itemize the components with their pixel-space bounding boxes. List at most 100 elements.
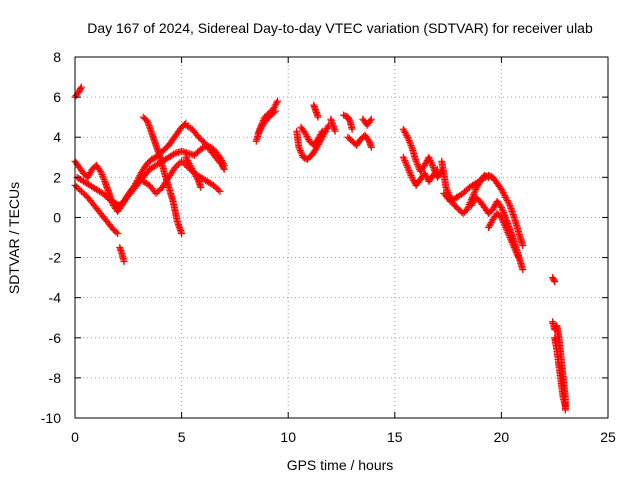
data-point [367, 115, 375, 123]
data-point [210, 181, 218, 189]
data-point [503, 227, 511, 235]
data-point [117, 200, 125, 208]
data-point [73, 183, 81, 191]
data-point [406, 138, 414, 146]
data-point [399, 153, 407, 161]
data-point [304, 134, 312, 142]
data-point [115, 202, 123, 210]
data-point [112, 228, 120, 236]
data-point [429, 163, 437, 171]
x-tick-label: 20 [494, 429, 510, 445]
data-point [254, 129, 262, 137]
data-point [85, 170, 93, 178]
data-point [404, 165, 412, 173]
data-point [76, 186, 84, 194]
data-point [97, 169, 105, 177]
data-point [509, 240, 517, 248]
data-point [364, 136, 372, 144]
data-point [178, 229, 186, 237]
data-point [468, 200, 476, 208]
data-point [186, 161, 194, 169]
data-point [497, 185, 505, 193]
data-point [183, 155, 191, 163]
data-point [97, 167, 105, 175]
plot-frame [74, 56, 609, 419]
data-point [216, 187, 224, 195]
data-point [187, 163, 195, 171]
data-point [348, 125, 356, 133]
data-point [314, 135, 322, 143]
data-point [152, 189, 160, 197]
data-point [485, 223, 493, 231]
data-point [154, 188, 162, 196]
y-tick-label: -4 [49, 290, 62, 306]
data-point [490, 204, 498, 212]
data-point [256, 126, 264, 134]
y-tick-label: 2 [53, 169, 61, 185]
data-point [297, 148, 305, 156]
data-point [317, 130, 325, 138]
data-point [314, 113, 322, 121]
data-point [179, 159, 187, 167]
data-point [463, 205, 471, 213]
data-point [192, 173, 200, 181]
data-point [505, 200, 513, 208]
y-axis-label: SDTVAR / TECUs [6, 182, 22, 294]
data-point [100, 191, 108, 199]
grid-lines [75, 57, 608, 418]
data-point [213, 184, 221, 192]
data-point [178, 157, 186, 165]
data-point [322, 126, 330, 134]
data-point [220, 165, 228, 173]
data-point [296, 145, 304, 153]
y-tick-label: 8 [53, 49, 61, 65]
data-point [519, 266, 527, 274]
y-tick-label: 0 [53, 209, 61, 225]
data-point [406, 168, 414, 176]
data-point [486, 220, 494, 228]
data-point [367, 143, 375, 151]
data-point [120, 258, 128, 266]
data-point [428, 160, 436, 168]
data-point [170, 150, 178, 158]
x-tick-label: 5 [178, 429, 186, 445]
data-point [274, 97, 282, 105]
data-point [511, 245, 519, 253]
data-point [79, 189, 87, 197]
data-point [519, 242, 527, 250]
data-point [401, 157, 409, 165]
data-point [500, 190, 508, 198]
data-point [402, 160, 410, 168]
data-point [422, 160, 430, 168]
data-point [110, 198, 118, 206]
data-point [114, 229, 122, 237]
data-point [114, 203, 122, 211]
data-point [498, 215, 506, 223]
y-tick-label: -8 [49, 370, 62, 386]
data-point [316, 132, 324, 140]
data-point [504, 198, 512, 206]
data-point [399, 125, 407, 133]
data-point [272, 100, 280, 108]
data-point [442, 183, 450, 191]
data-point [503, 195, 511, 203]
data-point [194, 176, 202, 184]
data-point [403, 162, 411, 170]
data-point [193, 174, 201, 182]
data-point [507, 235, 515, 243]
data-point [189, 166, 197, 174]
data-point [461, 188, 469, 196]
data-point [432, 167, 440, 175]
data-point [404, 163, 412, 171]
y-tick-label: 6 [53, 89, 61, 105]
data-point [505, 230, 513, 238]
data-point [489, 205, 497, 213]
data-point [406, 170, 414, 178]
data-point [184, 156, 192, 164]
data-point [425, 153, 433, 161]
data-point [174, 160, 182, 168]
data-point [331, 127, 339, 135]
chart-title: Day 167 of 2024, Sidereal Day-to-day VTE… [87, 20, 593, 36]
data-points [71, 83, 569, 414]
